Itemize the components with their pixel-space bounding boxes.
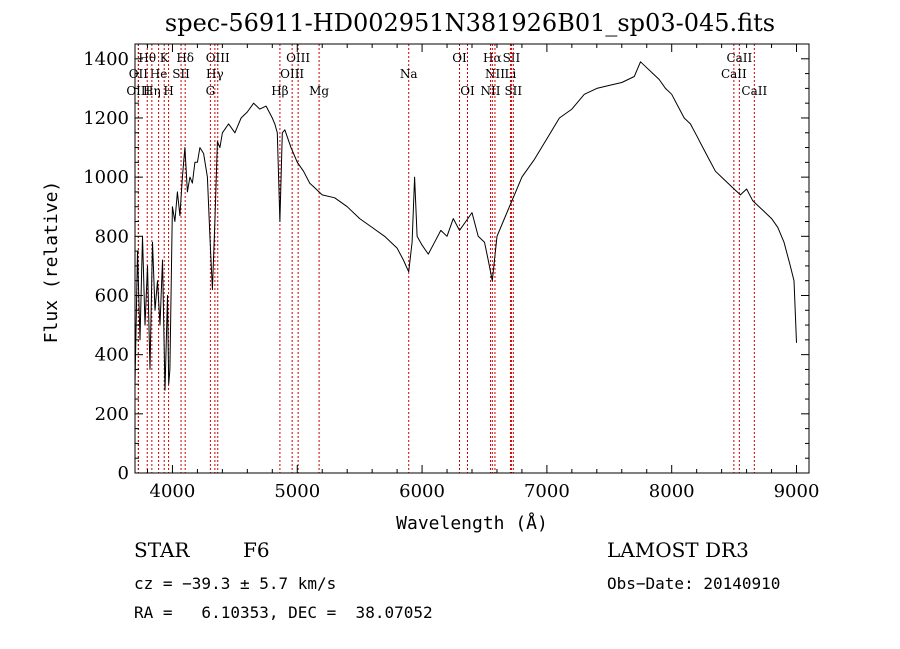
line-marker-label: Na [400, 67, 418, 81]
line-marker-label: H [163, 84, 173, 98]
y-tick-label: 600 [95, 285, 129, 306]
plot-frame [134, 43, 810, 474]
redshift-cz: cz = −39.3 ± 5.7 km/s [134, 574, 337, 593]
ra-dec: RA = 6.10353, DEC = 38.07052 [134, 603, 433, 622]
line-marker-label: Hδ [176, 51, 194, 65]
line-marker-label: Hγ [206, 67, 224, 81]
y-tick-label: 1000 [83, 167, 129, 188]
line-marker-label: Hα [483, 51, 502, 65]
line-marker-label: NII [485, 67, 505, 81]
subclass: F6 [243, 538, 270, 562]
line-marker-label: OIII [286, 51, 310, 65]
line-markers: HθOIIOIIIHeHηKHSIIHδOIIIHγGHβOIIIOIIIMgN… [126, 44, 767, 473]
series-group [134, 61, 797, 391]
survey-name: LAMOST DR3 [607, 538, 749, 562]
x-tick-label: 5000 [274, 481, 320, 502]
line-marker-label: OIII [126, 84, 150, 98]
y-axis-label: Flux (relative) [41, 181, 62, 344]
line-marker-label: K [160, 51, 170, 65]
line-marker-label: CaII [741, 84, 767, 98]
line-marker-label: He [150, 67, 168, 81]
y-tick-label: 200 [95, 404, 129, 425]
line-marker-label: G [206, 84, 216, 98]
line-marker-label: OI [460, 84, 475, 98]
line-marker-label: CaII [721, 67, 747, 81]
line-marker-label: OIII [206, 51, 230, 65]
line-marker-label: SII [504, 84, 522, 98]
x-tick-label: 6000 [399, 481, 445, 502]
y-tick-label: 1400 [83, 49, 129, 70]
line-marker-label: Hη [143, 84, 161, 98]
object-class: STAR [134, 538, 190, 562]
line-marker-label: CaII [726, 51, 752, 65]
line-marker-label: NII [480, 84, 500, 98]
y-tick-label: 0 [118, 463, 129, 484]
line-marker-label: SII [503, 51, 521, 65]
line-marker-label: Mg [309, 84, 329, 98]
line-marker-label: Hβ [271, 84, 288, 98]
chart-title: spec-56911-HD002951N381926B01_sp03-045.f… [165, 9, 775, 37]
line-marker-label: OIII [280, 67, 304, 81]
axes: 4000 5000 6000 7000 8000 9000 0 200 400 600 800 100… [83, 43, 820, 502]
y-tick-label: 1200 [83, 108, 129, 129]
y-tick-label: 800 [95, 226, 129, 247]
x-tick-label: 4000 [150, 481, 196, 502]
x-tick-label: 7000 [524, 481, 570, 502]
line-marker-label: OI [452, 51, 467, 65]
x-tick-label: 8000 [649, 481, 695, 502]
line-marker-label: Hθ [138, 51, 156, 65]
obs-date: Obs−Date: 20140910 [607, 574, 781, 593]
line-marker-label: Li [505, 67, 517, 81]
x-axis-label: Wavelength (Å) [396, 512, 548, 534]
line-marker-label: SII [172, 67, 190, 81]
spectrum-line [134, 61, 797, 391]
x-tick-label: 9000 [774, 481, 820, 502]
y-tick-label: 400 [95, 345, 129, 366]
